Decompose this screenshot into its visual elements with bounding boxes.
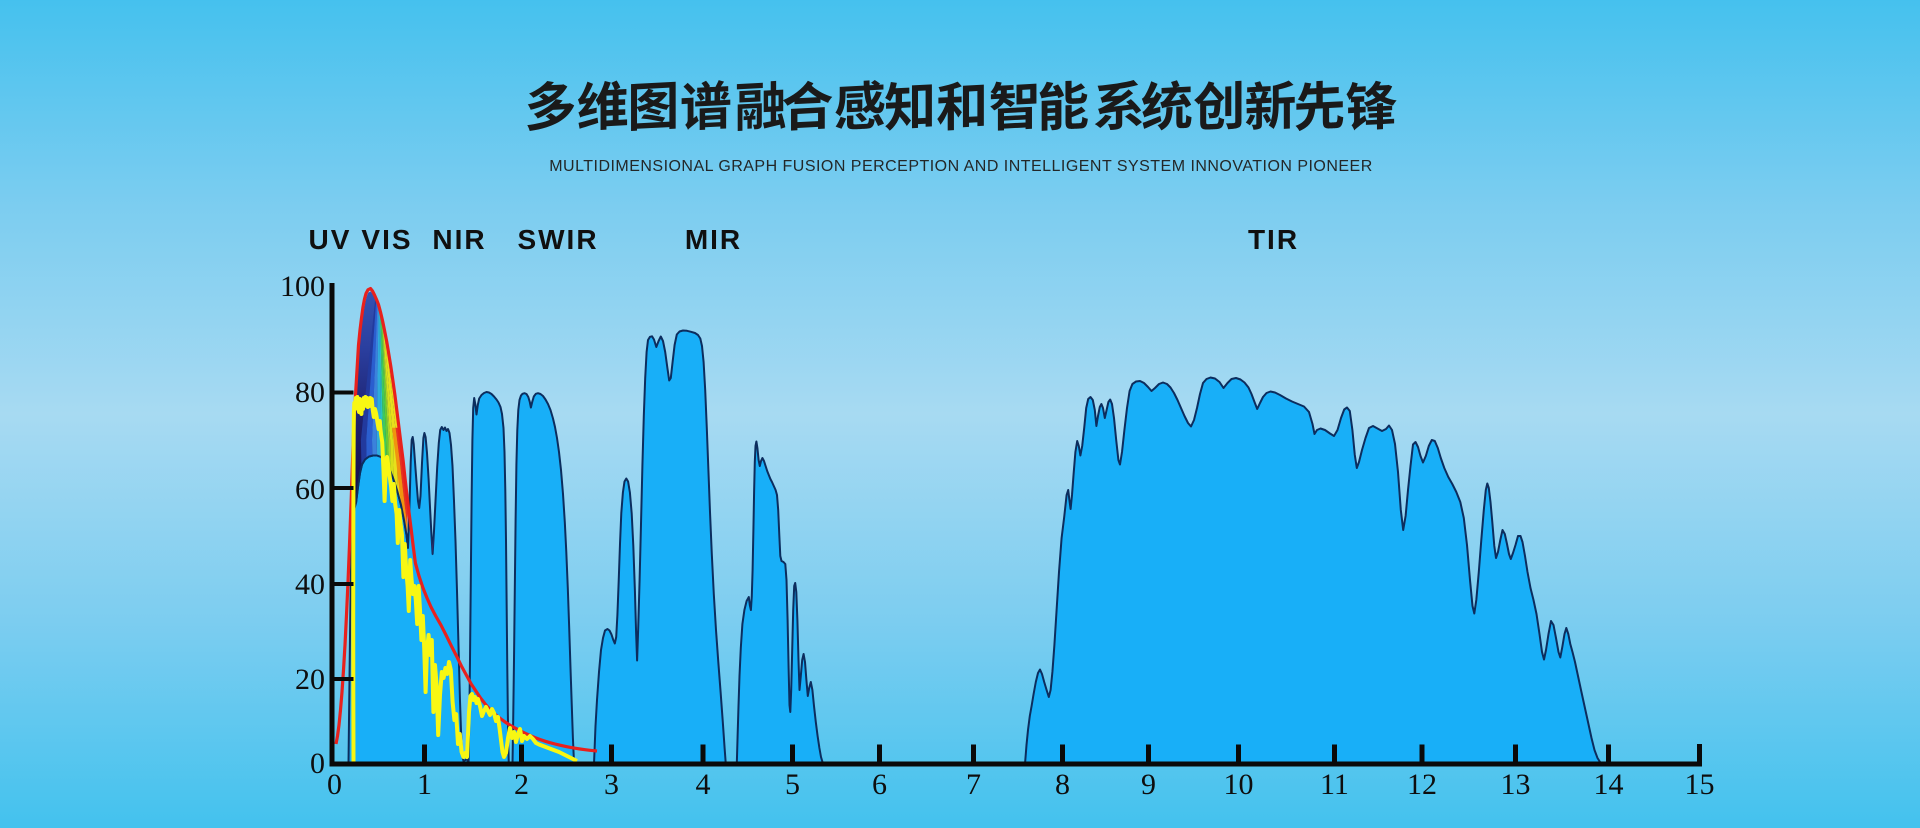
svg-text:12: 12 bbox=[1407, 768, 1437, 801]
svg-text:10: 10 bbox=[1224, 768, 1254, 801]
svg-text:0: 0 bbox=[310, 747, 325, 780]
svg-text:0: 0 bbox=[327, 768, 342, 801]
svg-text:MULTIDIMENSIONAL GRAPH FUSION: MULTIDIMENSIONAL GRAPH FUSION PERCEPTION… bbox=[549, 158, 1372, 175]
svg-text:6: 6 bbox=[872, 768, 887, 801]
svg-text:UV: UV bbox=[309, 224, 352, 255]
svg-text:40: 40 bbox=[295, 568, 325, 601]
svg-text:20: 20 bbox=[295, 663, 325, 696]
svg-text:80: 80 bbox=[295, 376, 325, 409]
svg-text:8: 8 bbox=[1055, 768, 1070, 801]
svg-text:1: 1 bbox=[417, 768, 432, 801]
svg-text:SWIR: SWIR bbox=[517, 224, 598, 255]
svg-text:5: 5 bbox=[785, 768, 800, 801]
svg-text:2: 2 bbox=[514, 768, 529, 801]
svg-text:TIR: TIR bbox=[1248, 224, 1299, 255]
svg-text:15: 15 bbox=[1685, 768, 1715, 801]
svg-text:100: 100 bbox=[280, 270, 325, 303]
svg-text:7: 7 bbox=[966, 768, 981, 801]
svg-text:3: 3 bbox=[604, 768, 619, 801]
svg-text:9: 9 bbox=[1141, 768, 1156, 801]
svg-text:VIS: VIS bbox=[361, 224, 412, 255]
svg-text:60: 60 bbox=[295, 473, 325, 506]
svg-text:NIR: NIR bbox=[432, 224, 486, 255]
svg-text:MIR: MIR bbox=[685, 224, 742, 255]
svg-text:13: 13 bbox=[1501, 768, 1531, 801]
svg-text:14: 14 bbox=[1594, 768, 1624, 801]
svg-text:4: 4 bbox=[696, 768, 711, 801]
svg-text:11: 11 bbox=[1320, 768, 1349, 801]
